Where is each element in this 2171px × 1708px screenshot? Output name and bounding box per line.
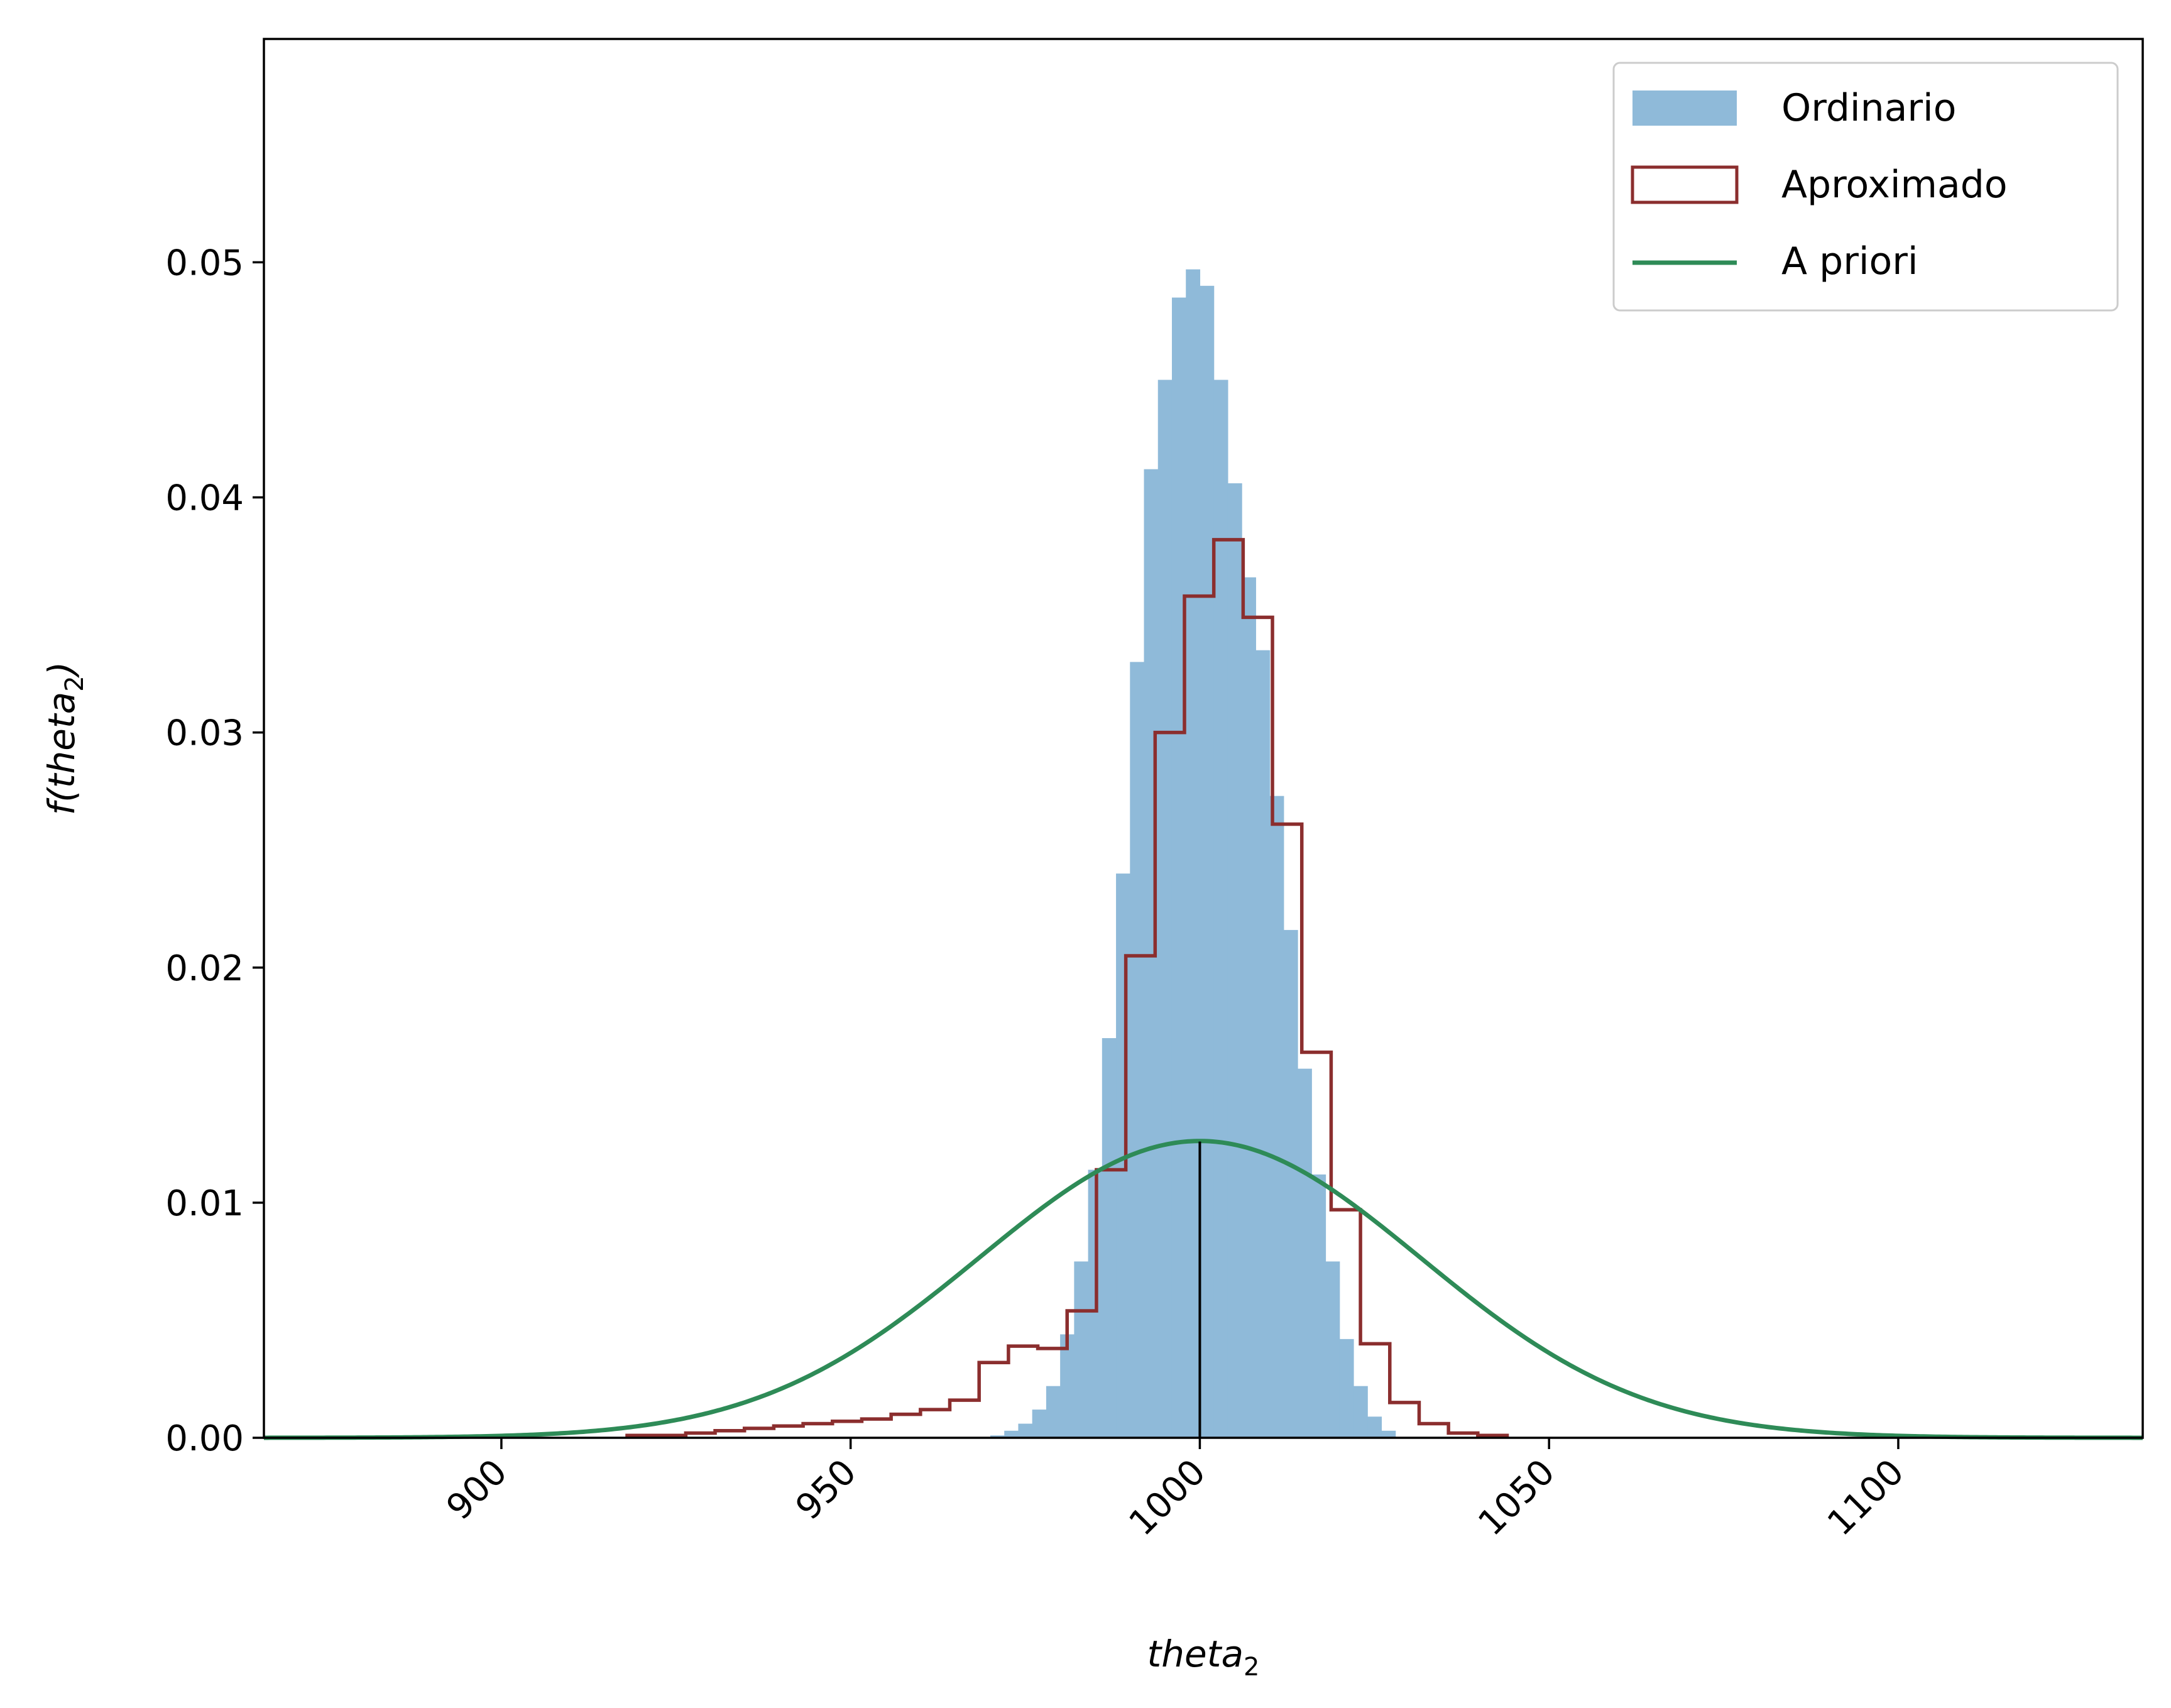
ordinario-bar xyxy=(1227,483,1242,1438)
y-axis-label-prefix: f( xyxy=(40,787,83,815)
a-priori-curve xyxy=(264,1139,2143,1440)
ordinario-histogram xyxy=(990,269,1396,1438)
y-axis-ticks: 0.00 0.01 0.02 0.03 0.04 0.05 xyxy=(165,243,264,1459)
x-axis-label-subscript: 2 xyxy=(1244,1653,1259,1682)
y-axis-label-main: theta xyxy=(40,692,83,788)
y-tick-label: 0.02 xyxy=(165,948,244,989)
ordinario-bar xyxy=(1381,1430,1396,1438)
ordinario-bar xyxy=(1200,285,1215,1438)
ordinario-bar xyxy=(1353,1386,1368,1438)
ordinario-bar xyxy=(1298,1068,1312,1438)
ordinario-bar xyxy=(1325,1261,1340,1438)
y-tick-label: 0.04 xyxy=(165,478,244,519)
ordinario-bar xyxy=(1242,577,1256,1438)
aproximado-histogram xyxy=(625,538,1509,1438)
ordinario-bar xyxy=(1311,1174,1326,1438)
y-tick-label: 0.00 xyxy=(165,1418,244,1459)
legend-label-ordinario: Ordinario xyxy=(1781,86,1956,130)
ordinario-bar xyxy=(1186,269,1201,1438)
y-axis-label-suffix: ) xyxy=(40,662,83,679)
ordinario-bar xyxy=(990,1435,1005,1438)
ordinario-bar xyxy=(1060,1334,1075,1438)
aproximado-step-line xyxy=(625,538,1509,1438)
legend-swatch-aproximado xyxy=(1631,165,1739,204)
ordinario-bar xyxy=(1171,297,1186,1438)
ordinario-bar xyxy=(1130,662,1145,1438)
y-axis-label-subscript: 2 xyxy=(60,676,89,691)
legend-box xyxy=(1612,62,2119,312)
legend: Ordinario Aproximado A priori xyxy=(1612,62,2119,312)
ordinario-bar xyxy=(1074,1261,1089,1438)
ordinario-bar xyxy=(1032,1410,1047,1438)
x-axis-label: theta2 xyxy=(1147,1633,1260,1682)
ordinario-bar xyxy=(1283,929,1298,1438)
ordinario-bar xyxy=(1213,380,1228,1438)
ordinario-bar xyxy=(1157,380,1173,1438)
legend-label-a-priori: A priori xyxy=(1781,239,1918,283)
legend-label-aproximado: Aproximado xyxy=(1781,163,2008,207)
y-axis-label: f(theta2) xyxy=(40,662,89,816)
ordinario-bar xyxy=(1018,1423,1033,1438)
ordinario-bar xyxy=(1367,1416,1382,1438)
legend-swatch-ordinario xyxy=(1632,90,1737,126)
ordinario-bar xyxy=(1269,796,1284,1438)
a-priori-curve-group xyxy=(264,1139,2143,1440)
x-axis-label-main: theta xyxy=(1147,1633,1244,1675)
ordinario-bar xyxy=(1255,650,1271,1438)
ordinario-bar xyxy=(1144,469,1159,1438)
y-tick-label: 0.03 xyxy=(165,713,244,754)
plot-area xyxy=(264,269,2143,1440)
ordinario-bar xyxy=(1046,1386,1061,1438)
plot-frame xyxy=(263,38,2144,1439)
y-tick-label: 0.05 xyxy=(165,243,244,283)
y-tick-label: 0.01 xyxy=(165,1183,244,1224)
ordinario-bar xyxy=(1102,1038,1117,1438)
ordinario-bar xyxy=(1339,1338,1354,1438)
ordinario-bar xyxy=(1004,1430,1019,1438)
